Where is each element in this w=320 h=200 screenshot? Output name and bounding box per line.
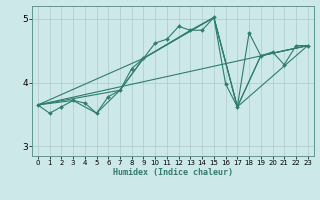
X-axis label: Humidex (Indice chaleur): Humidex (Indice chaleur) — [113, 168, 233, 177]
